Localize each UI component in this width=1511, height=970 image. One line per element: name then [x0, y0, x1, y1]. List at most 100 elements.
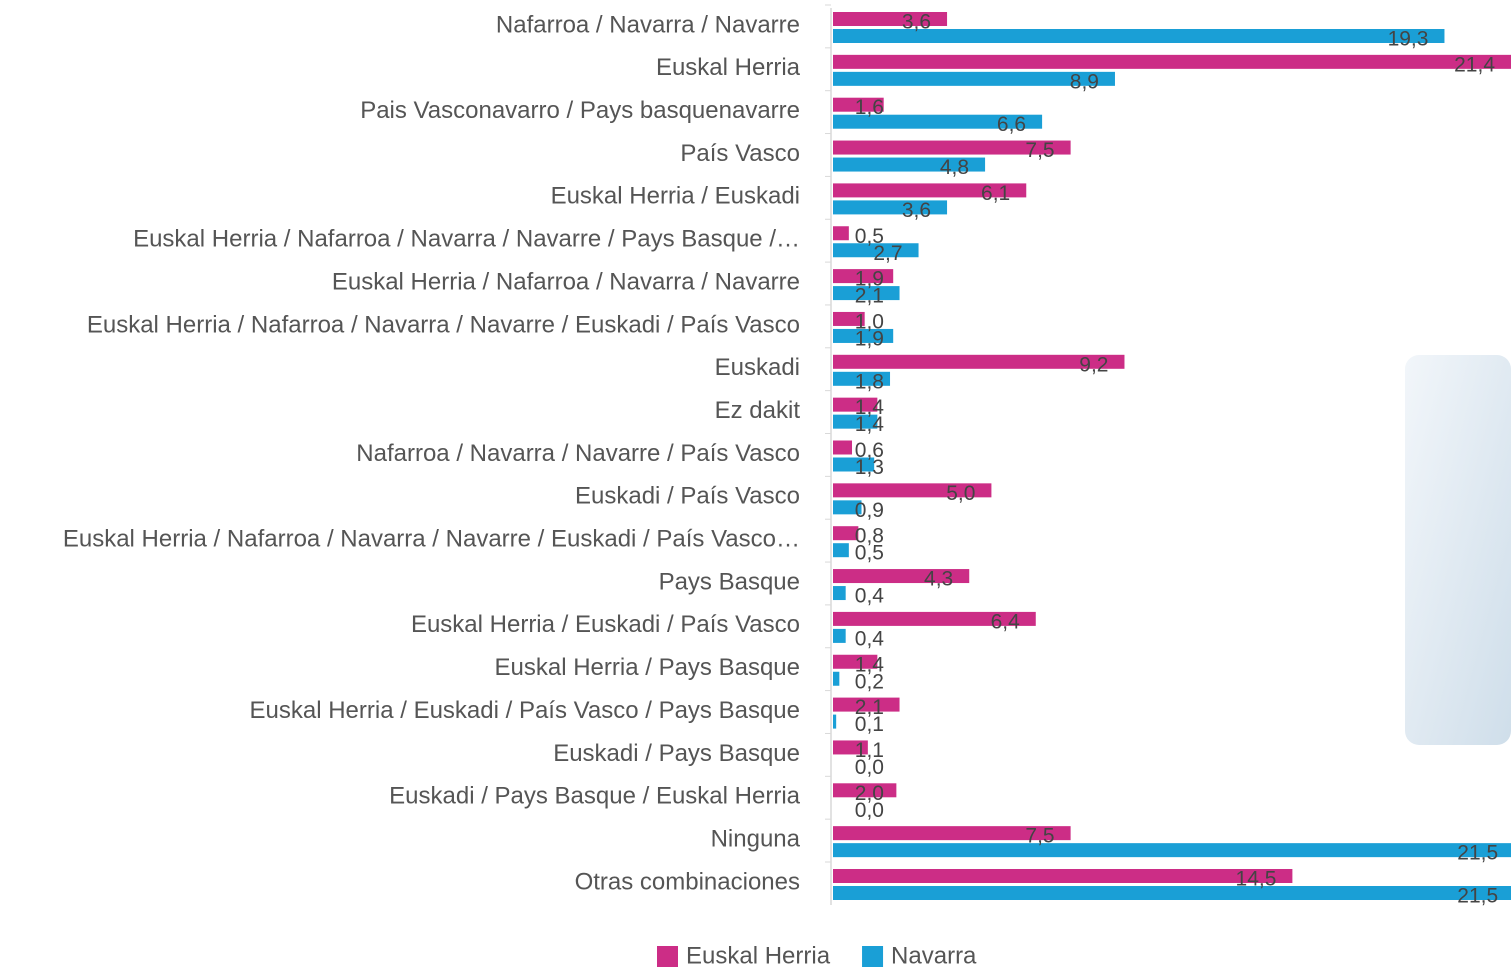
category-label: Otras combinaciones — [575, 868, 800, 895]
bar — [833, 628, 846, 643]
data-label: 0,4 — [855, 627, 885, 650]
data-label: 1,9 — [855, 327, 884, 350]
bar — [833, 140, 1071, 155]
data-label: 0,4 — [855, 585, 885, 608]
data-label: 0,8 — [855, 525, 884, 548]
category-label: Euskal Herria / Nafarroa / Navarra / Nav… — [332, 268, 800, 295]
background-map — [1405, 355, 1511, 745]
data-label: 0,5 — [855, 225, 884, 248]
category-label: Euskal Herria / Euskadi / País Vasco — [411, 611, 800, 638]
bars — [833, 12, 1511, 900]
data-label: 0,9 — [855, 499, 884, 522]
category-label: Euskadi / País Vasco — [575, 483, 800, 510]
bar — [833, 157, 986, 172]
data-label: 5,0 — [946, 482, 975, 505]
bar — [833, 311, 865, 326]
data-label: 0,5 — [855, 542, 884, 565]
data-label: 2,1 — [855, 696, 884, 719]
data-label: 2,1 — [855, 285, 884, 308]
bar — [833, 414, 878, 429]
data-label: 3,6 — [902, 199, 931, 222]
bar — [833, 71, 1115, 86]
data-label: 8,9 — [1070, 70, 1099, 93]
category-label: Ninguna — [711, 825, 801, 852]
data-label: 21,4 — [1454, 53, 1495, 76]
category-label: Euskal Herria — [656, 54, 801, 81]
bar — [833, 328, 894, 343]
data-label: 7,5 — [1025, 825, 1054, 848]
data-label: 1,1 — [855, 739, 884, 762]
legend-label: Navarra — [891, 942, 977, 969]
bar — [833, 183, 1027, 198]
data-label: 0,6 — [855, 439, 884, 462]
category-label: Euskal Herria / Nafarroa / Navarra / Nav… — [87, 311, 800, 338]
bar — [833, 843, 1511, 858]
category-label: Euskadi — [715, 354, 800, 381]
bar — [833, 671, 840, 686]
bar — [833, 654, 878, 669]
data-label: 1,8 — [855, 370, 884, 393]
bar — [833, 569, 970, 584]
category-label: Nafarroa / Navarra / Navarre / País Vasc… — [356, 440, 800, 467]
bar — [833, 697, 900, 712]
bar — [833, 714, 837, 729]
bar — [833, 886, 1511, 900]
data-label: 14,5 — [1236, 868, 1277, 891]
category-label: Euskadi / Pays Basque / Euskal Herria — [389, 783, 801, 810]
data-label: 1,0 — [855, 310, 884, 333]
bar — [833, 526, 859, 541]
category-label: Ez dakit — [715, 397, 801, 424]
legend-swatch — [862, 946, 884, 967]
category-label: Euskal Herria / Nafarroa / Navarra / Nav… — [63, 526, 800, 553]
data-label: 1,4 — [855, 413, 885, 436]
data-label: 19,3 — [1388, 28, 1429, 51]
data-label: 1,6 — [855, 96, 884, 119]
bar — [833, 457, 875, 472]
category-label: Pais Vasconavarro / Pays basquenavarre — [360, 97, 800, 124]
data-label: 1,4 — [855, 396, 885, 419]
bar — [833, 286, 900, 301]
bar — [833, 269, 894, 284]
bar — [833, 12, 948, 26]
bar — [833, 243, 919, 258]
bar — [833, 586, 846, 601]
bar — [833, 543, 849, 558]
data-label: 0,2 — [855, 670, 884, 693]
bar — [833, 114, 1043, 129]
data-label: 0,1 — [855, 713, 884, 736]
category-label: Euskal Herria / Pays Basque — [495, 654, 800, 681]
bar — [833, 29, 1445, 43]
bar — [833, 740, 868, 755]
data-label: 6,6 — [997, 113, 1026, 136]
data-label: 1,3 — [855, 456, 884, 479]
bar — [833, 826, 1071, 841]
category-label: Euskadi / Pays Basque — [553, 740, 800, 767]
bar — [833, 54, 1511, 69]
category-label: Nafarroa / Navarra / Navarre — [496, 11, 800, 38]
data-label: 9,2 — [1079, 353, 1108, 376]
data-label: 1,9 — [855, 268, 884, 291]
category-label: Euskal Herria / Euskadi / País Vasco / P… — [250, 697, 800, 724]
data-label: 0,0 — [855, 799, 884, 822]
bar — [833, 226, 849, 241]
data-label: 2,0 — [855, 782, 884, 805]
category-label: Euskal Herria / Nafarroa / Navarra / Nav… — [133, 226, 800, 253]
data-label: 0,0 — [855, 756, 884, 779]
legend-label: Euskal Herria — [686, 942, 831, 969]
bar — [833, 371, 891, 386]
data-label: 4,3 — [924, 568, 953, 591]
data-label: 1,4 — [855, 653, 885, 676]
bar — [833, 97, 884, 112]
data-label: 6,4 — [991, 610, 1021, 633]
bar — [833, 440, 853, 455]
bar — [833, 483, 992, 498]
bar — [833, 354, 1125, 369]
data-label: 7,5 — [1025, 139, 1054, 162]
data-label: 21,5 — [1457, 885, 1498, 908]
data-label: 6,1 — [981, 182, 1010, 205]
bar — [833, 869, 1293, 883]
data-label: 21,5 — [1457, 842, 1498, 865]
bar — [833, 200, 948, 215]
bar — [833, 611, 1036, 626]
